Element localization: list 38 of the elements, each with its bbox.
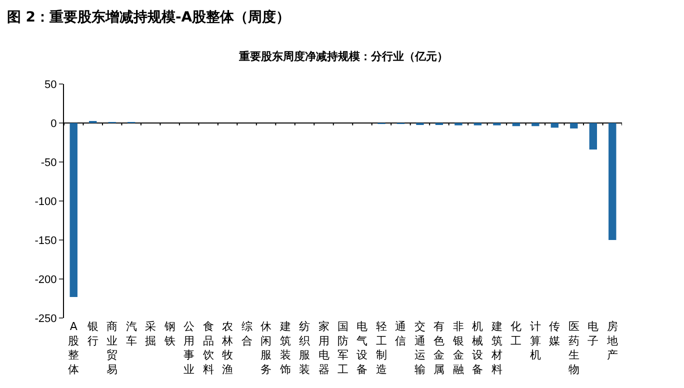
x-tick-label: 电子 — [588, 320, 599, 348]
x-tick-label: 交通运输 — [414, 320, 426, 376]
x-tick-label: 纺织服装 — [299, 320, 310, 376]
x-tick-label: 有色金属 — [434, 320, 445, 376]
x-tick-label: 建筑装饰 — [278, 320, 291, 376]
x-tick-label: 商业贸易 — [106, 320, 118, 376]
x-tick-label: 通信 — [395, 320, 406, 348]
x-tick-label: 家用电器 — [318, 320, 330, 376]
y-tick-label: -100 — [34, 196, 57, 208]
chart-subtitle: 重要股东周度净减持规模：分行业（亿元） — [238, 50, 448, 63]
x-tick-label: 公用事业 — [184, 320, 195, 376]
x-tick-label: 计算机 — [530, 320, 541, 362]
x-tick-label: 银行 — [86, 320, 98, 348]
x-tick-label: 钢铁 — [163, 320, 176, 348]
y-tick-label: 50 — [44, 78, 57, 91]
y-tick-label: -50 — [40, 156, 57, 169]
x-tick-label: 汽车 — [126, 320, 137, 348]
x-tick-label: 综合 — [241, 320, 252, 348]
x-tick-label: 传媒 — [549, 320, 560, 348]
x-tick-label: 房地产 — [606, 320, 618, 362]
y-tick-label: -150 — [34, 234, 57, 247]
x-tick-label: 建筑材料 — [490, 320, 502, 376]
x-tick-label: 医药生物 — [568, 320, 580, 376]
x-tick-label: A股整体 — [68, 320, 80, 376]
x-tick-label: 非银金融 — [452, 320, 464, 376]
x-tick-label: 化工 — [510, 320, 522, 348]
x-tick-label: 食品饮料 — [202, 320, 214, 376]
x-tick-label: 休闲服务 — [260, 320, 272, 376]
x-tick-label: 国防军工 — [338, 320, 348, 376]
chart-title: 图 2：重要股东增减持规模-A股整体（周度） — [6, 8, 290, 26]
x-tick-label: 农林牧渔 — [221, 320, 234, 376]
x-tick-label: 采掘 — [145, 320, 156, 348]
y-tick-label: -250 — [34, 312, 57, 325]
x-tick-label: 轻工制造 — [376, 320, 387, 376]
y-tick-label: -200 — [34, 274, 57, 286]
x-tick-label: 电气设备 — [356, 320, 368, 376]
x-tick-label: 机械设备 — [472, 320, 484, 376]
y-tick-label: 0 — [50, 118, 57, 130]
